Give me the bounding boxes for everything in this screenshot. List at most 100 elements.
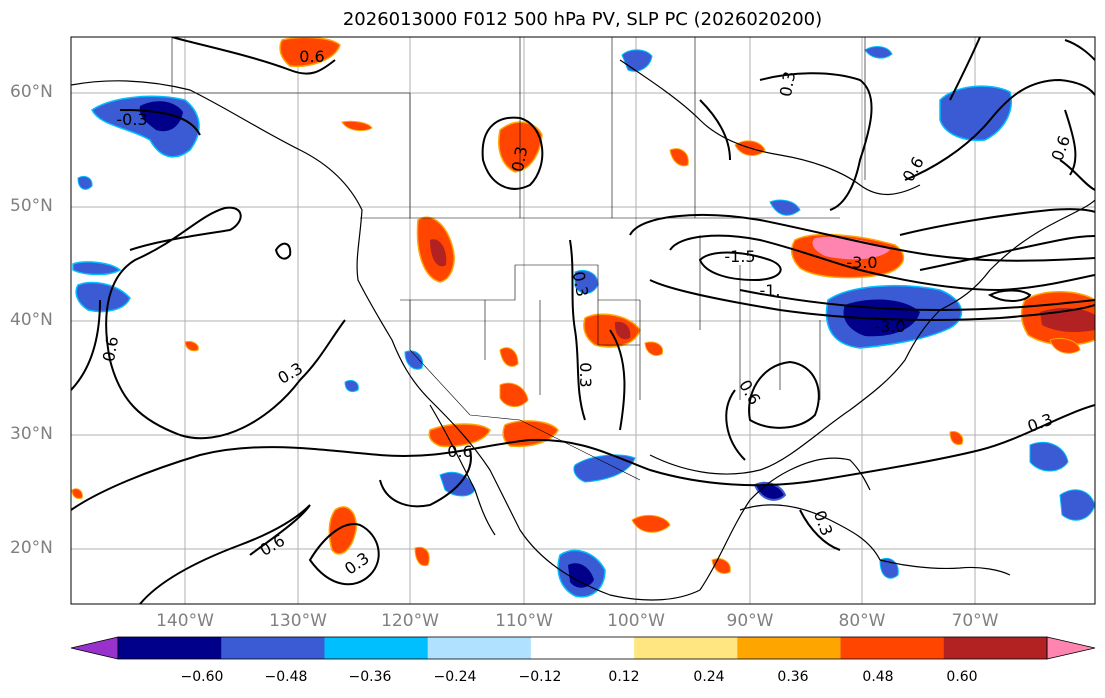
slp-contours [71, 37, 1095, 604]
contour-label: 0.6 [99, 335, 122, 363]
colorbar-segment [634, 637, 738, 659]
pv-core-atlantic [1040, 308, 1095, 333]
slp-contour [119, 109, 201, 136]
colorbar-extend-min [70, 636, 119, 660]
colorbar-tick-label: 0.60 [946, 669, 978, 685]
contour-label: 0.3 [576, 362, 595, 387]
lat-label: 20°N [10, 538, 53, 558]
contour-label: -1. [759, 281, 780, 300]
slp-contour [1059, 159, 1095, 191]
pv-area-small-6 [71, 488, 83, 499]
lat-label: 40°N [10, 310, 53, 330]
slp-contour-0.3 [71, 404, 1095, 511]
pv-area-great-lakes [769, 199, 801, 216]
pv-area-cuba [753, 481, 787, 501]
colorbar-tick-label: −0.48 [264, 669, 308, 685]
pv-area-gulf-mexico [631, 514, 671, 533]
slp-contour-0.3 [759, 72, 873, 211]
slp-contour-low [649, 279, 1095, 321]
slp-contour-0.6 [725, 389, 746, 461]
slp-contour-0.6 [139, 504, 311, 604]
lon-label: 110°W [495, 611, 553, 631]
slp-contour [481, 116, 544, 190]
slp-contour-0.6 [904, 78, 1095, 181]
slp-contour-low-core [698, 251, 782, 282]
slp-contour [1064, 39, 1095, 61]
slp-contour-0.3 [799, 509, 841, 551]
colorbar-extend-max [1046, 636, 1096, 660]
pv-core-kansas [614, 321, 631, 340]
colorbar-tick-label: 0.12 [608, 669, 640, 685]
lon-label: 90°W [726, 611, 774, 631]
pv-core-alaska [139, 101, 183, 132]
slp-contour [71, 299, 101, 391]
contour-label: -0.3 [116, 110, 147, 129]
pv-core-idaho [430, 239, 447, 267]
lat-label: 30°N [10, 424, 53, 444]
contour-label: -1.5 [724, 247, 755, 266]
pv-area-california [404, 350, 424, 370]
colorbar-segment [530, 637, 635, 659]
slp-contour-0.3 [308, 523, 380, 586]
pv-max-great-lakes [812, 236, 890, 260]
pv-area-gulf [573, 454, 636, 483]
map-frame [70, 36, 1096, 605]
pv-area-pacific [75, 281, 131, 313]
pv-area-gulf-alaska [279, 37, 341, 68]
pv-area-small-7 [1049, 337, 1081, 354]
colorbar-tick-label: −0.24 [433, 669, 477, 685]
lon-label: 100°W [607, 611, 665, 631]
political-boundaries [171, 37, 866, 481]
colorbar-segment [221, 637, 325, 659]
slp-contour-low [739, 289, 1095, 312]
pv-area-quebec [939, 85, 1012, 142]
coastlines [71, 59, 1095, 601]
slp-contour-low [629, 214, 1095, 262]
lon-label: 80°W [838, 611, 886, 631]
colorbar-segment [943, 637, 1048, 659]
slp-contour [609, 329, 626, 431]
colorbar-tick-label: −0.12 [518, 669, 562, 685]
slp-contour-0.6 [379, 449, 472, 508]
pv-area-pacific-sw [328, 506, 357, 555]
pv-area-pacific-2 [72, 261, 122, 276]
slp-contour [987, 289, 1032, 302]
slp-contour [274, 242, 292, 260]
slp-contour [1064, 109, 1077, 176]
colorbar-tick-label: 0.24 [693, 669, 725, 685]
slp-contour [899, 208, 1095, 236]
contour-label: 0.6 [447, 442, 472, 461]
contour-label: 0.3 [776, 70, 799, 98]
pv-area-small [341, 120, 373, 131]
slp-contour [919, 235, 1095, 271]
pv-area-utah [499, 347, 519, 367]
pv-area-small-2 [184, 341, 199, 352]
colorbar-tick-label: 0.36 [777, 669, 809, 685]
colorbar-segment [427, 637, 532, 659]
pv-area-arizona [499, 382, 529, 407]
contour-label: -3.0 [874, 317, 905, 336]
colorbar-frame [117, 636, 1048, 660]
contour-label: 0.6 [299, 47, 324, 66]
slp-contour [171, 37, 336, 75]
colorbar-tick-label: 0.48 [862, 669, 894, 685]
pv-area-small-5 [949, 431, 964, 445]
lat-label: 50°N [10, 196, 53, 216]
pv-area-manitoba [669, 148, 689, 167]
colorbar-segment [324, 637, 429, 659]
slp-contour-low [669, 234, 1095, 292]
pv-core-mexico-south [568, 563, 594, 588]
slp-contour [699, 99, 731, 161]
pv-area-small-8 [644, 341, 664, 357]
colorbar-segment [118, 637, 222, 659]
contour-label: 0.3 [508, 145, 531, 173]
slp-contour [748, 360, 820, 429]
pv-area-small-3 [414, 546, 430, 567]
lon-label: 70°W [951, 611, 999, 631]
pv-area-small-2 [864, 46, 893, 59]
contour-label: 0.3 [569, 270, 592, 298]
colorbar [70, 636, 1096, 660]
pv-area-pacific-3 [344, 379, 359, 393]
map-title: 2026013000 F012 500 hPa PV, SLP PC (2026… [342, 9, 823, 30]
